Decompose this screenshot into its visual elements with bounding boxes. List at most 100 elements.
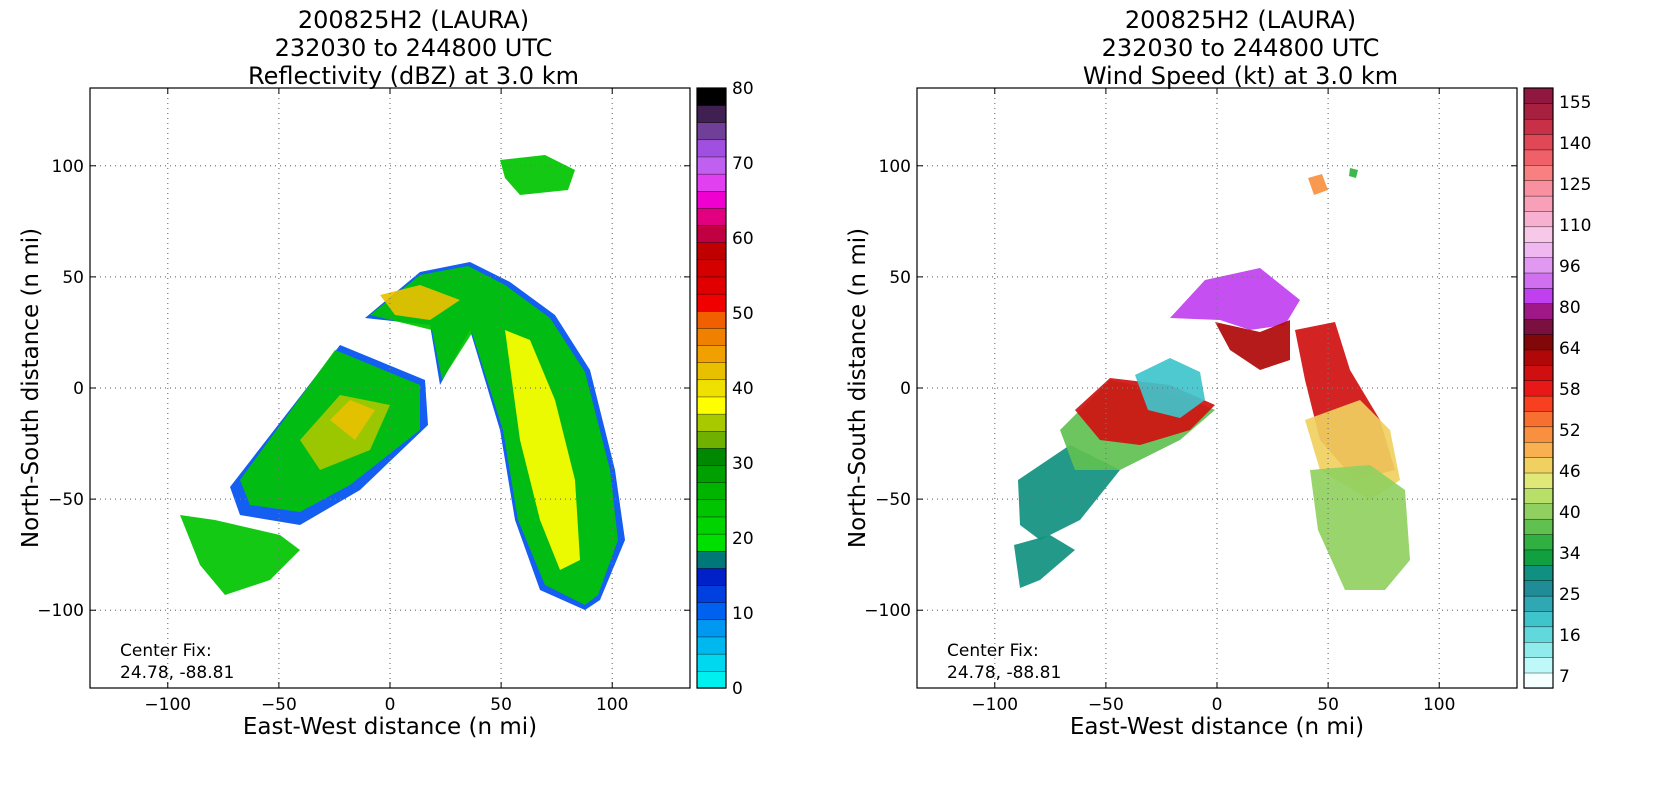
field-region	[500, 155, 575, 195]
colorbar-swatch	[1523, 257, 1554, 274]
colorbar-swatch	[1523, 503, 1554, 520]
colorbar-swatch	[1523, 364, 1554, 381]
colorbar-swatch	[1523, 472, 1554, 489]
x-tick-label: 0	[385, 695, 396, 715]
x-tick-label: −100	[971, 695, 1018, 715]
x-tick-label: 0	[1212, 695, 1223, 715]
colorbar-swatch	[1523, 149, 1554, 166]
colorbar-swatch	[696, 362, 727, 381]
colorbar-swatch	[1523, 133, 1554, 151]
field-region	[330, 400, 375, 440]
colorbar-tick-label: 0	[732, 679, 743, 699]
y-tick-label: 0	[900, 379, 911, 399]
colorbar-swatch	[696, 516, 727, 535]
colorbar-swatch	[696, 602, 727, 621]
colorbar-tick-label: 110	[1559, 216, 1591, 236]
chart-title-line-2: 232030 to 244800 UTC	[274, 34, 553, 62]
colorbar-swatch	[1523, 395, 1554, 412]
field-region	[380, 285, 460, 320]
x-tick-label: 100	[1423, 695, 1455, 715]
colorbar-swatch	[696, 242, 727, 261]
y-tick-label: 50	[889, 268, 911, 288]
center-fix-annotation: Center Fix:	[947, 641, 1039, 661]
colorbar-swatch	[696, 87, 727, 106]
x-tick-label: −100	[144, 695, 191, 715]
colorbar-tick-label: 20	[732, 529, 754, 549]
colorbar-tick-label: 140	[1559, 134, 1591, 154]
x-tick-label: 50	[1317, 695, 1339, 715]
colorbar-swatch	[1523, 610, 1554, 628]
chart-title-line-3: Wind Speed (kt) at 3.0 km	[1082, 62, 1399, 90]
chart-title-line-3: Reflectivity (dBZ) at 3.0 km	[248, 62, 579, 90]
colorbar-swatch	[696, 619, 727, 638]
colorbar-swatch	[696, 550, 727, 569]
colorbar-tick-label: 80	[1559, 298, 1581, 318]
colorbar-swatch	[1523, 595, 1554, 612]
x-tick-label: −50	[1088, 695, 1124, 715]
field-region	[1308, 174, 1328, 195]
colorbar-swatch	[1523, 287, 1554, 304]
colorbar-swatch	[696, 499, 727, 518]
y-tick-label: 100	[52, 157, 84, 177]
y-axis-label: North-South distance (n mi)	[845, 228, 871, 548]
colorbar-tick-label: 30	[732, 454, 754, 474]
colorbar-swatch	[1523, 380, 1554, 397]
y-tick-label: −50	[875, 490, 911, 510]
y-tick-label: −100	[864, 601, 911, 621]
y-tick-label: 0	[73, 379, 84, 399]
x-tick-label: 100	[596, 695, 628, 715]
colorbar-frame	[696, 87, 727, 689]
field-region	[1310, 465, 1410, 590]
colorbar-swatch	[1523, 564, 1554, 581]
colorbar-tick-label: 96	[1559, 257, 1581, 277]
colorbar-swatch	[696, 173, 727, 192]
reflectivity-panel: 200825H2 (LAURA) 232030 to 244800 UTC Re…	[18, 6, 754, 740]
field-region	[1215, 320, 1290, 370]
chart-title-line-1: 200825H2 (LAURA)	[297, 6, 530, 34]
colorbar-swatch	[696, 104, 727, 123]
colorbar-swatch	[696, 482, 727, 501]
colorbar-tick-label: 34	[1559, 544, 1581, 564]
colorbar-tick-label: 155	[1559, 93, 1591, 113]
colorbar-swatch	[1523, 241, 1554, 258]
colorbar-swatch	[1523, 580, 1554, 597]
chart-title-line-2: 232030 to 244800 UTC	[1101, 34, 1380, 62]
center-fix-annotation: 24.78, -88.81	[120, 663, 234, 683]
colorbar-tick-label: 16	[1559, 626, 1581, 646]
x-axis-label: East-West distance (n mi)	[243, 714, 537, 740]
y-tick-label: 50	[62, 268, 84, 288]
field-region	[1170, 268, 1300, 330]
colorbar-swatch	[1523, 441, 1554, 458]
field-region	[505, 330, 580, 570]
colorbar-swatch	[696, 379, 727, 398]
colorbar-swatch	[1523, 318, 1554, 335]
colorbar-swatch	[696, 636, 727, 655]
colorbar-tick-label: 50	[732, 304, 754, 324]
colorbar-swatch	[1523, 118, 1554, 135]
colorbar-swatch	[696, 653, 727, 672]
colorbar-tick-label: 60	[732, 229, 754, 249]
colorbar-swatch	[1523, 549, 1554, 566]
colorbar-swatch	[696, 584, 727, 603]
colorbar-swatch	[1523, 103, 1554, 120]
colorbar-tick-label: 25	[1559, 585, 1581, 605]
colorbar-swatch	[1523, 210, 1554, 228]
colorbar-swatch	[696, 139, 727, 158]
colorbar-swatch	[696, 122, 727, 141]
colorbar-tick-label: 7	[1559, 667, 1570, 687]
colorbar-swatch	[696, 447, 727, 466]
colorbar-swatch	[1523, 164, 1554, 181]
colorbar-swatch	[1523, 457, 1554, 474]
colorbar-swatch	[1523, 410, 1554, 428]
colorbar-swatch	[696, 430, 727, 449]
colorbar-swatch	[696, 224, 727, 243]
colorbar-tick-label: 125	[1559, 175, 1591, 195]
colorbar-swatch	[696, 327, 727, 346]
colorbar-swatch	[696, 344, 727, 363]
colorbar-swatch	[696, 156, 727, 175]
colorbar-swatch	[696, 670, 727, 689]
colorbar-swatch	[1523, 333, 1554, 351]
y-tick-label: 100	[879, 157, 911, 177]
colorbar-swatch	[696, 396, 727, 415]
